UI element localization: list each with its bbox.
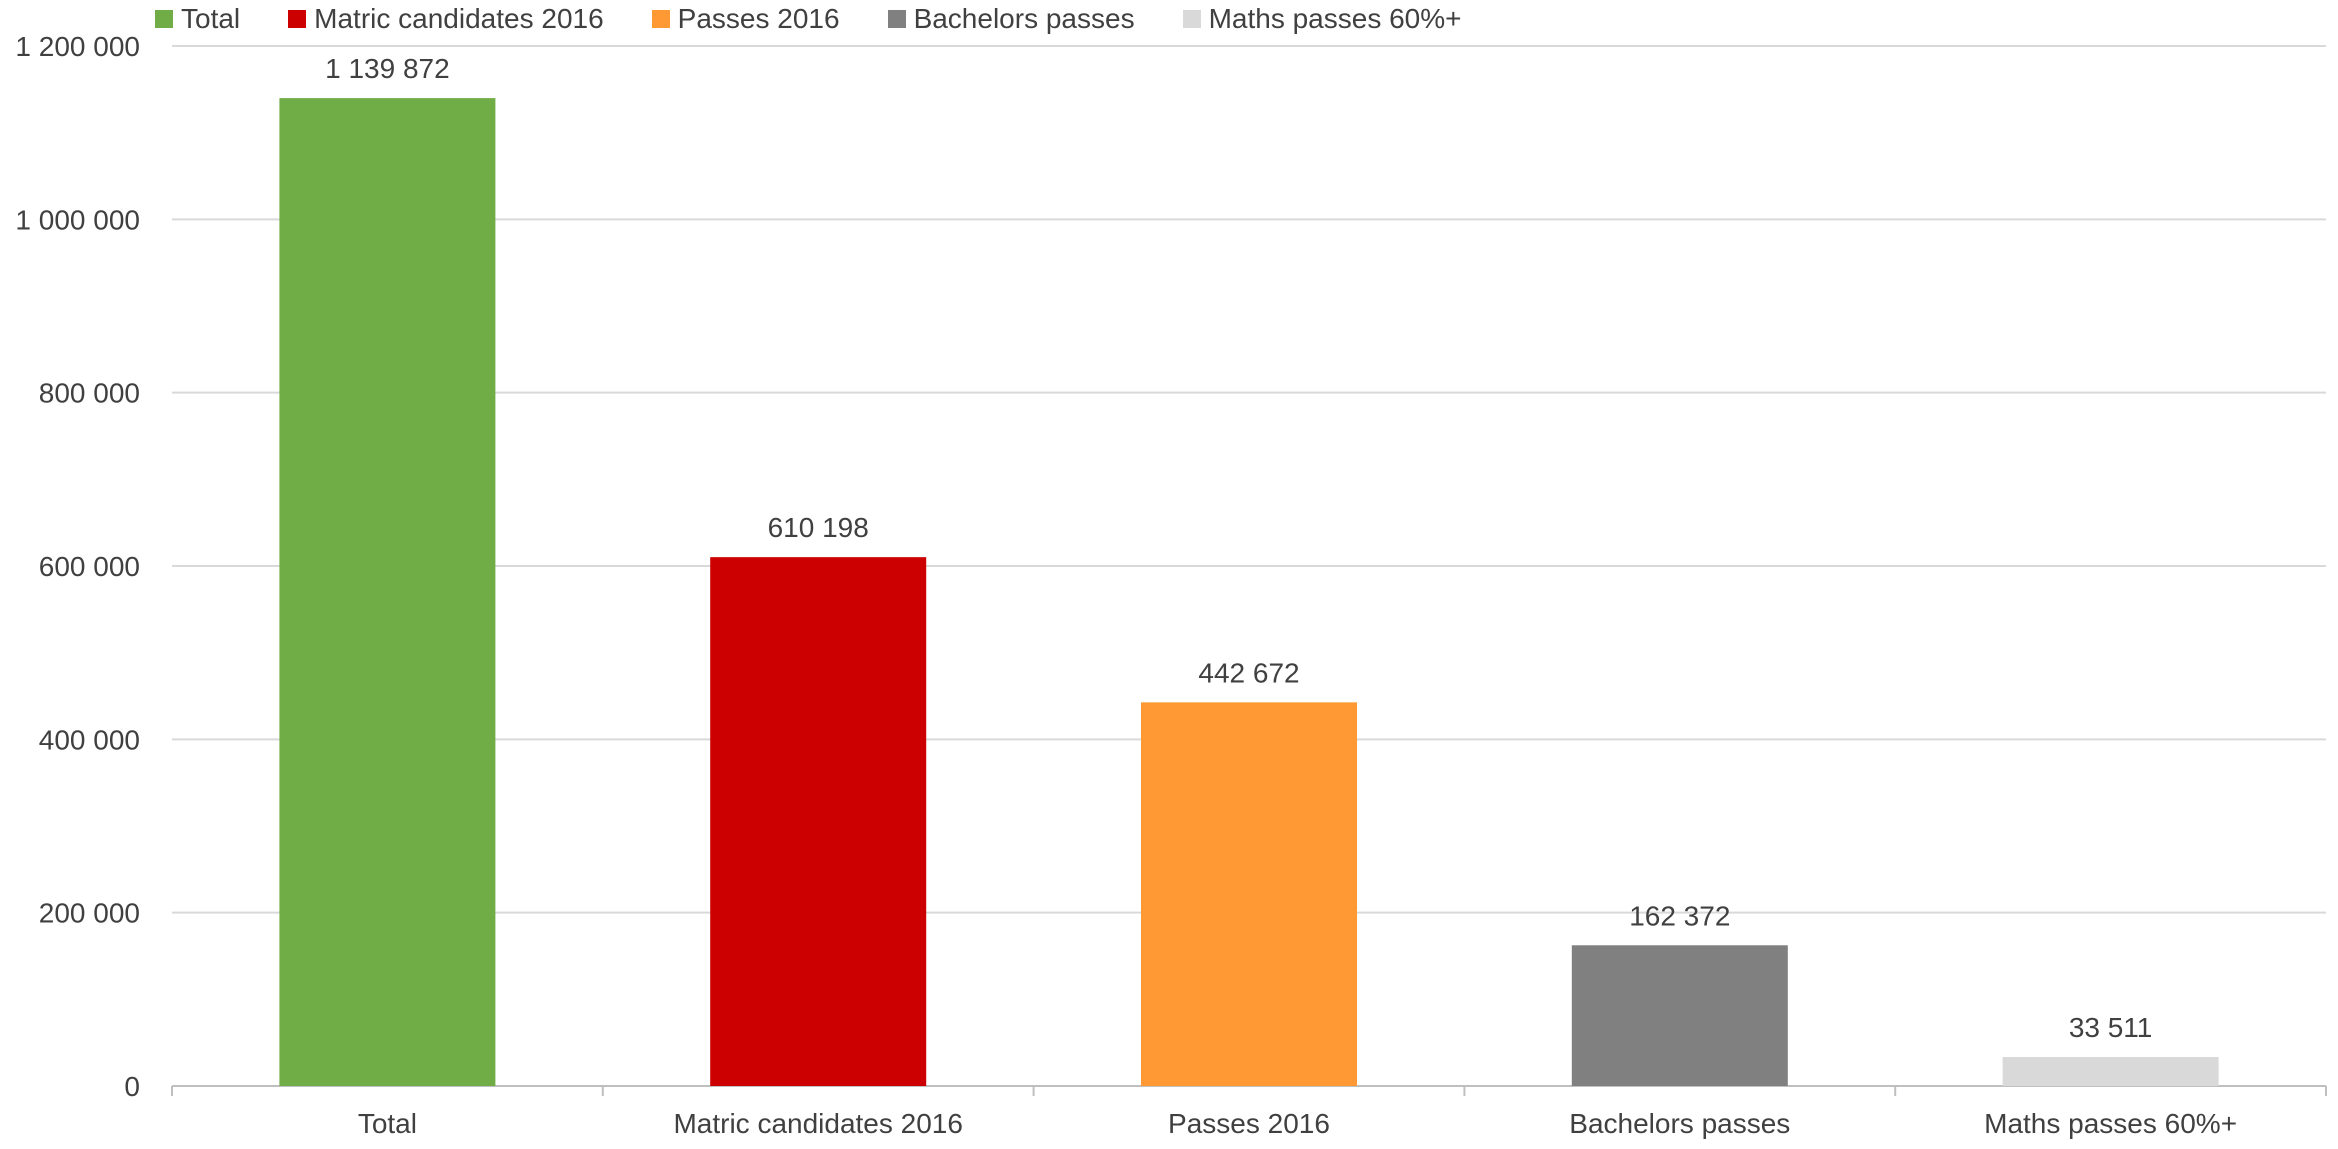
legend-swatch: [155, 10, 173, 28]
data-label: 162 372: [1629, 900, 1730, 931]
legend: Total Matric candidates 2016 Passes 2016 Ba…: [155, 0, 1510, 38]
data-label: 1 139 872: [325, 53, 450, 84]
legend-item: Matric candidates 2016: [288, 3, 604, 35]
legend-label: Maths passes 60%+: [1209, 3, 1462, 35]
x-tick-label: Passes 2016: [1168, 1108, 1330, 1139]
x-tick-label: Total: [358, 1108, 417, 1139]
bar: [2003, 1057, 2219, 1086]
y-tick-label: 400 000: [39, 724, 140, 755]
legend-item: Bachelors passes: [888, 3, 1135, 35]
bar: [1141, 702, 1357, 1086]
y-tick-label: 1 000 000: [15, 204, 140, 235]
legend-item: Total: [155, 3, 240, 35]
legend-item: Maths passes 60%+: [1183, 3, 1462, 35]
bar: [710, 557, 926, 1086]
bar: [1572, 945, 1788, 1086]
y-tick-label: 0: [124, 1071, 140, 1102]
legend-item: Passes 2016: [652, 3, 840, 35]
x-tick-label: Bachelors passes: [1569, 1108, 1790, 1139]
bar: [279, 98, 495, 1086]
y-tick-label: 600 000: [39, 551, 140, 582]
legend-swatch: [288, 10, 306, 28]
legend-swatch: [652, 10, 670, 28]
y-tick-label: 200 000: [39, 898, 140, 929]
data-label: 610 198: [768, 512, 869, 543]
legend-swatch: [1183, 10, 1201, 28]
legend-label: Matric candidates 2016: [314, 3, 604, 35]
legend-swatch: [888, 10, 906, 28]
legend-label: Bachelors passes: [914, 3, 1135, 35]
y-tick-label: 1 200 000: [15, 31, 140, 62]
legend-label: Passes 2016: [678, 3, 840, 35]
data-label: 442 672: [1198, 657, 1299, 688]
x-tick-label: Maths passes 60%+: [1984, 1108, 2237, 1139]
legend-label: Total: [181, 3, 240, 35]
data-label: 33 511: [2069, 1012, 2153, 1043]
x-tick-label: Matric candidates 2016: [673, 1108, 963, 1139]
y-tick-label: 800 000: [39, 378, 140, 409]
